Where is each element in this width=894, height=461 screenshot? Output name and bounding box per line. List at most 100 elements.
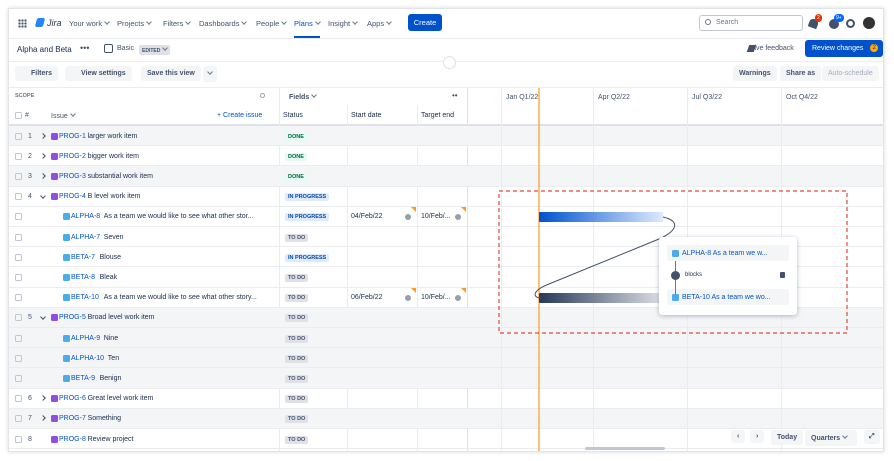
row-checkbox[interactable] — [15, 354, 22, 362]
row-number: 6 — [28, 395, 32, 403]
row-checkbox[interactable] — [15, 172, 22, 180]
scrollbar[interactable] — [585, 447, 665, 450]
app-switcher[interactable] — [18, 19, 27, 28]
issue-key[interactable]: ALPHA-9 — [71, 334, 101, 342]
share-button[interactable]: Share as — [780, 66, 822, 81]
prev-button[interactable]: ‹ — [731, 430, 746, 443]
delete-dependency[interactable] — [780, 272, 785, 278]
next-button[interactable]: › — [750, 430, 765, 443]
issue-key[interactable]: PROG-6 — [59, 395, 86, 403]
warnings-button[interactable]: Warnings — [733, 66, 777, 81]
row-checkbox[interactable] — [15, 294, 22, 302]
dependency-line[interactable] — [534, 216, 675, 299]
row-checkbox[interactable] — [15, 132, 22, 140]
view-name[interactable]: Basic — [117, 45, 135, 52]
avatar[interactable] — [863, 17, 875, 29]
row-checkbox[interactable] — [15, 415, 22, 423]
schedule-bar[interactable] — [539, 293, 663, 303]
row-checkbox[interactable] — [15, 395, 22, 403]
row-checkbox[interactable] — [15, 374, 22, 382]
row-checkbox[interactable] — [15, 253, 22, 261]
issue-key[interactable]: PROG-5 — [59, 314, 86, 322]
issue-type-icon — [63, 374, 70, 382]
row-checkbox[interactable] — [15, 213, 22, 221]
fields-button[interactable]: Fields — [289, 93, 316, 101]
quarter-label: Oct Q4/22 — [786, 94, 818, 101]
create-issue[interactable]: + Create issue — [217, 112, 263, 119]
issue-key[interactable]: PROG-8 — [59, 435, 86, 443]
row-checkbox[interactable] — [15, 233, 22, 241]
issue-header[interactable]: Issue — [51, 112, 75, 120]
row-checkbox[interactable] — [15, 314, 22, 322]
row-checkbox[interactable] — [15, 273, 22, 281]
nav-item[interactable]: People — [256, 19, 286, 28]
start-date[interactable]: 04/Feb/22 — [351, 213, 383, 221]
row-line — [9, 205, 883, 207]
nav-item[interactable]: Apps — [367, 19, 391, 28]
save-view-menu[interactable] — [203, 66, 217, 82]
row-checkbox[interactable] — [15, 334, 22, 342]
row-checkbox[interactable] — [15, 193, 22, 201]
help-icon[interactable] — [829, 19, 839, 29]
nav-item[interactable]: Insight — [328, 19, 357, 28]
quarter-line — [501, 88, 502, 451]
issue-summary: bigger work item — [87, 152, 139, 160]
nav-item[interactable]: Dashboards — [199, 19, 246, 28]
create-button[interactable]: Create — [408, 14, 442, 31]
dependency-to[interactable]: BETA-10 As a team we wo... — [682, 294, 771, 301]
view-settings-button[interactable]: View settings — [65, 66, 132, 81]
start-date[interactable]: 06/Feb/22 — [351, 294, 383, 302]
review-changes-button[interactable] — [805, 40, 883, 57]
dependency-from[interactable]: ALPHA-8 As a team we w... — [682, 250, 768, 257]
issue-key[interactable]: PROG-7 — [59, 415, 86, 423]
row-bg — [9, 126, 883, 147]
nav-item[interactable]: Plans — [294, 19, 320, 28]
give-feedback[interactable]: Give feedback — [749, 45, 794, 52]
save-view-button[interactable]: Save this view — [141, 66, 201, 81]
issue-key[interactable]: PROG-1 — [59, 132, 86, 140]
target-end[interactable]: 10/Feb/... — [421, 294, 451, 302]
fields-more[interactable]: •• — [452, 91, 458, 100]
issue-key[interactable]: PROG-3 — [59, 172, 86, 180]
auto-schedule-button[interactable]: Auto-schedule — [822, 66, 879, 81]
issue-key[interactable]: BETA-7 — [71, 253, 95, 261]
dependency-to-card[interactable] — [667, 289, 789, 305]
nav-active — [294, 36, 320, 38]
more-button[interactable]: ••• — [80, 43, 90, 53]
view-state[interactable]: EDITED — [139, 45, 171, 55]
issue-key[interactable]: BETA-10 — [71, 294, 99, 302]
target-end[interactable]: 10/Feb/... — [421, 213, 451, 221]
issue-key[interactable]: PROG-4 — [59, 193, 86, 201]
col-line — [417, 105, 418, 451]
issue-key[interactable]: ALPHA-8 — [71, 213, 101, 221]
settings-icon[interactable] — [846, 19, 855, 28]
row-checkbox[interactable] — [15, 152, 22, 160]
quarter-label: Apr Q2/22 — [598, 94, 630, 101]
schedule-bar[interactable] — [539, 212, 663, 222]
product-name[interactable]: Jira — [47, 18, 62, 28]
nav-item[interactable]: Projects — [117, 19, 151, 28]
issue-key[interactable]: PROG-2 — [59, 152, 86, 160]
select-all[interactable] — [15, 112, 22, 119]
nav-item[interactable]: Filters — [163, 19, 190, 28]
nav-item[interactable]: Your work — [69, 19, 109, 28]
scope-search[interactable] — [260, 93, 265, 98]
issue-key[interactable]: ALPHA-10 — [71, 354, 105, 362]
status-lozenge: TO DO — [285, 415, 309, 424]
review-changes-label: Review changes — [812, 45, 864, 52]
fullscreen-button[interactable]: ⤢ — [864, 430, 880, 444]
today-button[interactable]: Today — [771, 430, 804, 445]
issue-key[interactable]: ALPHA-7 — [71, 233, 101, 241]
relation-icon — [671, 271, 680, 280]
issue-key[interactable]: BETA-9 — [71, 374, 95, 382]
issue-key[interactable]: BETA-8 — [71, 273, 95, 281]
issue-summary: Ten — [107, 354, 120, 362]
row-line — [9, 246, 883, 248]
scale-select[interactable]: Quarters — [805, 430, 858, 446]
issue-type-icon — [51, 132, 58, 140]
dependency-from-card[interactable] — [667, 245, 789, 261]
row-checkbox[interactable] — [15, 435, 22, 443]
filters-button[interactable]: Filters — [15, 66, 59, 81]
search-box[interactable]: Search — [699, 15, 803, 31]
collapse-toggle[interactable] — [443, 56, 456, 69]
